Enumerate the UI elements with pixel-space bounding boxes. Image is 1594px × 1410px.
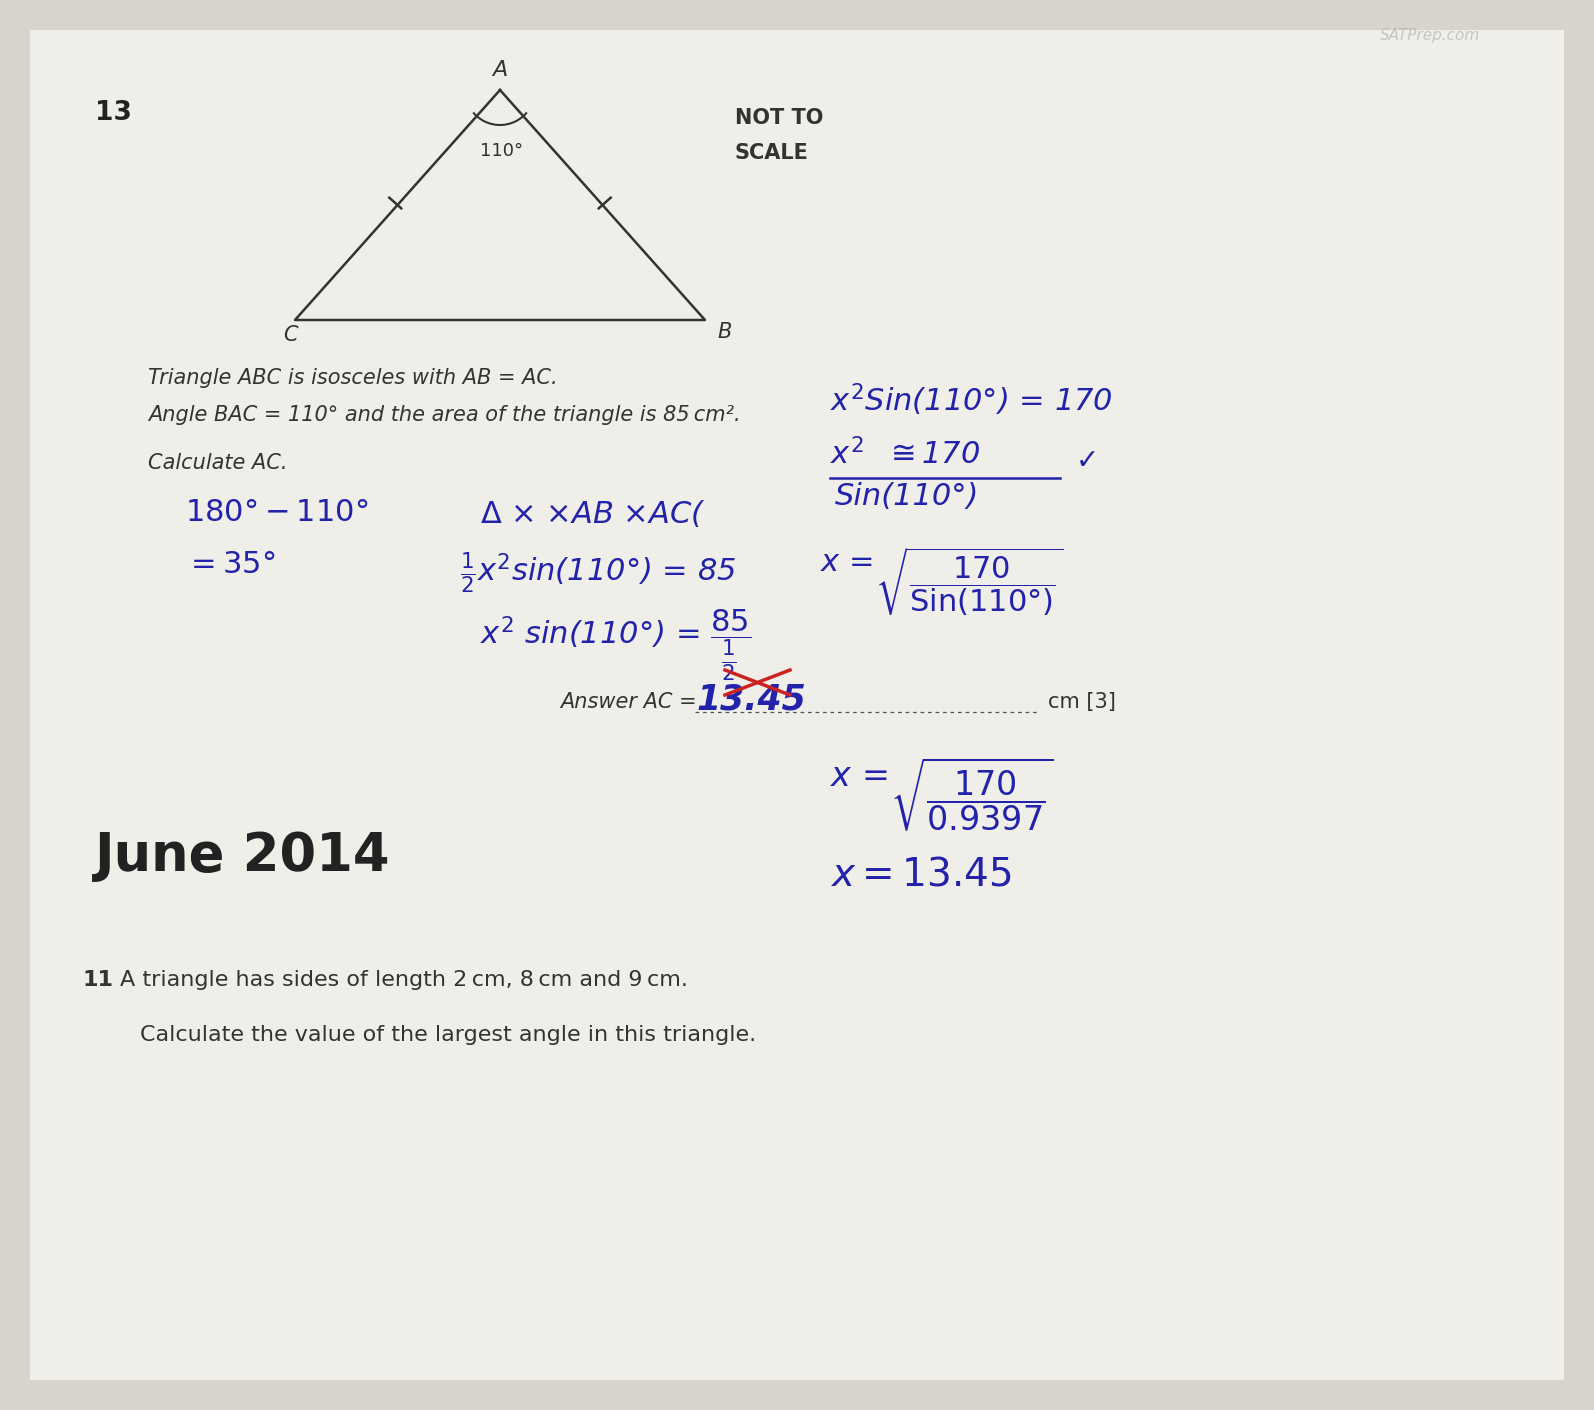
Text: SATPrep.com: SATPrep.com bbox=[1380, 28, 1481, 42]
Text: $x^2$  $\cong$170: $x^2$ $\cong$170 bbox=[830, 439, 980, 471]
Text: $x$ =: $x$ = bbox=[819, 548, 874, 577]
Text: $x^2$Sin(110°) = 170: $x^2$Sin(110°) = 170 bbox=[830, 382, 1113, 419]
Text: 13.45: 13.45 bbox=[697, 682, 807, 716]
Text: Calculate AC.: Calculate AC. bbox=[148, 453, 287, 472]
Text: Sin(110°): Sin(110°) bbox=[835, 482, 979, 510]
Text: $\sqrt{\dfrac{170}{\mathrm{Sin}(110°)}}$: $\sqrt{\dfrac{170}{\mathrm{Sin}(110°)}}$ bbox=[875, 546, 1063, 618]
Text: B: B bbox=[717, 321, 732, 343]
Text: Triangle ABC is isosceles with AB = AC.: Triangle ABC is isosceles with AB = AC. bbox=[148, 368, 558, 388]
Text: Answer AC =: Answer AC = bbox=[559, 692, 703, 712]
Text: June 2014: June 2014 bbox=[96, 830, 391, 883]
Text: SCALE: SCALE bbox=[735, 142, 808, 164]
Text: Angle BAC = 110° and the area of the triangle is 85 cm².: Angle BAC = 110° and the area of the tri… bbox=[148, 405, 741, 424]
Text: 11: 11 bbox=[81, 970, 113, 990]
Text: $180° - 110°$: $180° - 110°$ bbox=[185, 498, 368, 527]
Text: $\Delta$ × ×AB ×AC(: $\Delta$ × ×AB ×AC( bbox=[480, 498, 706, 529]
Text: $x = 13.45$: $x = 13.45$ bbox=[830, 854, 1012, 893]
Text: $\frac{1}{2}x^2$sin(110°) = 85: $\frac{1}{2}x^2$sin(110°) = 85 bbox=[461, 550, 736, 595]
FancyBboxPatch shape bbox=[30, 30, 1564, 1380]
Text: $= 35°$: $= 35°$ bbox=[185, 550, 276, 580]
Text: 110°: 110° bbox=[480, 142, 523, 159]
Text: A: A bbox=[493, 61, 507, 80]
Text: A triangle has sides of length 2 cm, 8 cm and 9 cm.: A triangle has sides of length 2 cm, 8 c… bbox=[120, 970, 689, 990]
Text: $\sqrt{\dfrac{170}{0.9397}}$: $\sqrt{\dfrac{170}{0.9397}}$ bbox=[889, 756, 1054, 833]
Text: cm [3]: cm [3] bbox=[1047, 692, 1116, 712]
Text: 13: 13 bbox=[96, 100, 132, 125]
Text: $\checkmark$: $\checkmark$ bbox=[1074, 446, 1095, 472]
Text: $x^2$ sin(110°) = $\dfrac{85}{\frac{1}{2}}$: $x^2$ sin(110°) = $\dfrac{85}{\frac{1}{2… bbox=[480, 606, 751, 682]
Text: $x$ =: $x$ = bbox=[830, 760, 888, 792]
Text: Calculate the value of the largest angle in this triangle.: Calculate the value of the largest angle… bbox=[140, 1025, 756, 1045]
Text: C: C bbox=[282, 324, 298, 345]
Text: NOT TO: NOT TO bbox=[735, 109, 824, 128]
